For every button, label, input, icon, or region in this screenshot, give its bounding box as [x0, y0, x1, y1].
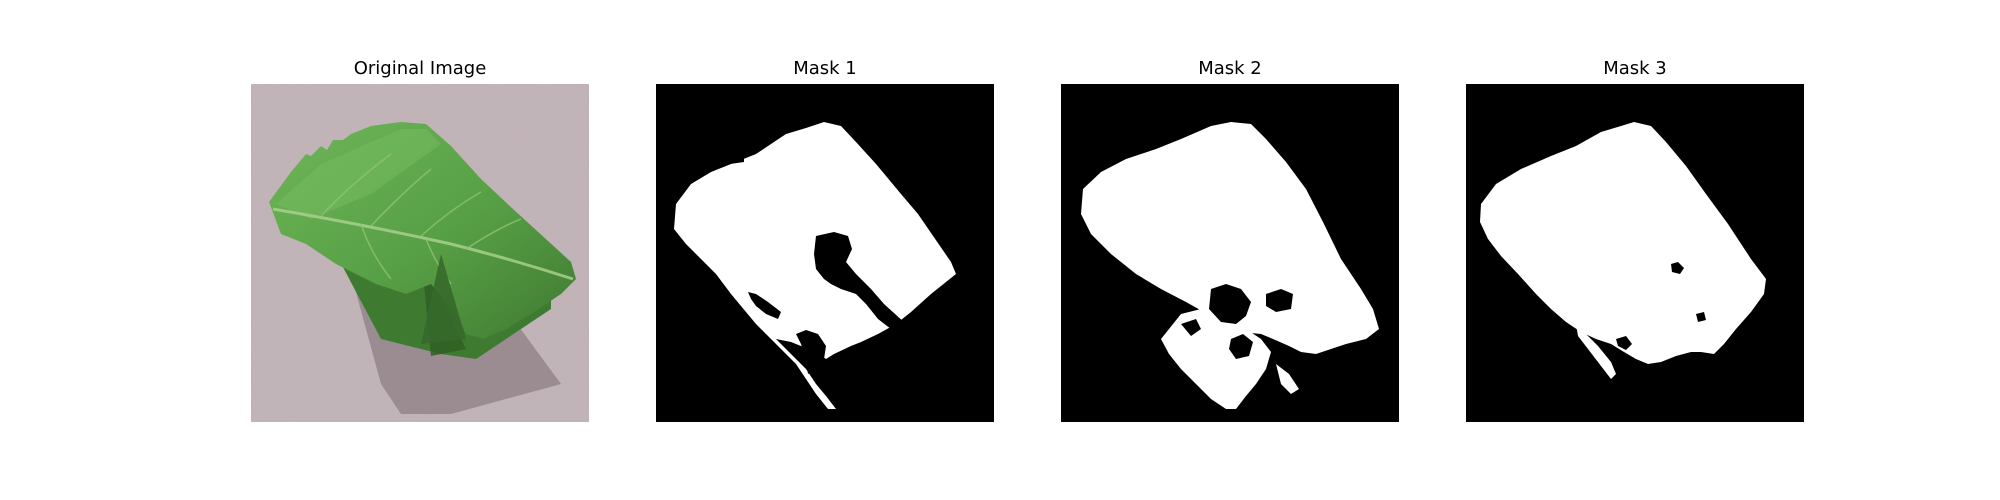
mask-hole — [1616, 336, 1632, 350]
mask-hole — [1209, 284, 1251, 324]
leaf-side-veins — [320, 153, 522, 285]
mask-hole — [748, 292, 781, 319]
leaf — [269, 122, 576, 339]
panel-title: Mask 2 — [1198, 58, 1262, 79]
mask-2-image — [1061, 84, 1399, 422]
mask-foreground-region — [1480, 122, 1766, 364]
mask-hole — [1266, 289, 1293, 312]
mask-hole — [1696, 312, 1706, 322]
mask-hole — [1671, 262, 1684, 274]
mask-foreground-lower-strip — [716, 274, 836, 409]
leaf-midrib — [272, 207, 574, 281]
panel-title: Mask 1 — [793, 58, 857, 79]
mask-hole — [1181, 319, 1201, 336]
panel-title: Mask 3 — [1603, 58, 1667, 79]
mask-1-image — [656, 84, 994, 422]
mask-hole — [796, 330, 826, 374]
mask-foreground-lower-strip — [1576, 324, 1616, 379]
mask-3-image — [1466, 84, 1804, 422]
mask-foreground-lower-block — [1161, 309, 1271, 409]
mask-foreground-lower-right — [1276, 364, 1299, 394]
mask-foreground-region — [1081, 122, 1379, 354]
mask-foreground-region — [674, 122, 956, 359]
mask-hole — [730, 158, 744, 164]
mask-hole — [814, 232, 906, 332]
leaf-shading-triangle — [421, 254, 466, 344]
original-leaf-photo — [251, 84, 589, 422]
leaf-highlight — [276, 129, 441, 219]
panel-title: Original Image — [353, 58, 487, 79]
mask-hole — [1229, 334, 1253, 359]
